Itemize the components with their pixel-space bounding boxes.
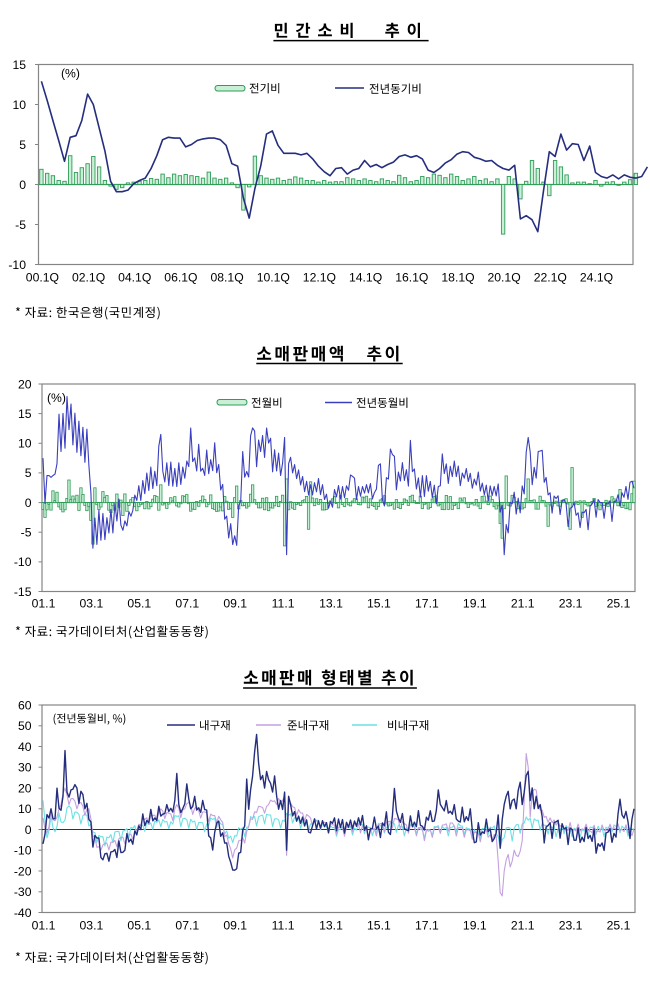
svg-text:25.1: 25.1 bbox=[607, 919, 631, 933]
svg-text:15.1: 15.1 bbox=[367, 919, 391, 933]
svg-text:00.1Q: 00.1Q bbox=[26, 271, 59, 285]
svg-text:04.1Q: 04.1Q bbox=[118, 271, 151, 285]
svg-text:0: 0 bbox=[19, 178, 26, 192]
svg-text:15: 15 bbox=[18, 407, 32, 421]
svg-text:50: 50 bbox=[18, 719, 32, 733]
svg-text:0: 0 bbox=[25, 496, 32, 510]
svg-text:03.1: 03.1 bbox=[80, 919, 104, 933]
svg-text:08.1Q: 08.1Q bbox=[210, 271, 243, 285]
svg-text:20.1Q: 20.1Q bbox=[487, 271, 520, 285]
svg-text:0: 0 bbox=[25, 823, 32, 837]
svg-text:-10: -10 bbox=[14, 555, 32, 569]
svg-text:25.1: 25.1 bbox=[607, 597, 631, 611]
svg-text:-15: -15 bbox=[14, 585, 32, 599]
svg-text:24.1Q: 24.1Q bbox=[580, 271, 613, 285]
svg-text:10.1Q: 10.1Q bbox=[257, 271, 290, 285]
svg-text:-5: -5 bbox=[15, 218, 26, 232]
svg-text:01.1: 01.1 bbox=[32, 597, 56, 611]
svg-text:11.1: 11.1 bbox=[272, 597, 295, 611]
svg-text:22.1Q: 22.1Q bbox=[534, 271, 567, 285]
svg-text:16.1Q: 16.1Q bbox=[395, 271, 428, 285]
svg-text:21.1: 21.1 bbox=[511, 919, 535, 933]
svg-text:15: 15 bbox=[12, 58, 26, 72]
svg-text:13.1: 13.1 bbox=[319, 597, 343, 611]
svg-text:06.1Q: 06.1Q bbox=[164, 271, 197, 285]
svg-text:09.1: 09.1 bbox=[223, 597, 247, 611]
svg-text:-10: -10 bbox=[8, 258, 26, 272]
svg-text:07.1: 07.1 bbox=[175, 597, 199, 611]
svg-text:15.1: 15.1 bbox=[367, 597, 391, 611]
svg-text:02.1Q: 02.1Q bbox=[72, 271, 105, 285]
svg-text:07.1: 07.1 bbox=[175, 919, 199, 933]
svg-text:03.1: 03.1 bbox=[80, 597, 104, 611]
svg-text:19.1: 19.1 bbox=[463, 597, 487, 611]
svg-text:60: 60 bbox=[18, 698, 32, 712]
svg-text:30: 30 bbox=[18, 761, 32, 775]
svg-text:19.1: 19.1 bbox=[463, 919, 487, 933]
svg-text:05.1: 05.1 bbox=[127, 597, 151, 611]
svg-text:01.1: 01.1 bbox=[32, 919, 56, 933]
svg-text:18.1Q: 18.1Q bbox=[441, 271, 474, 285]
svg-text:23.1: 23.1 bbox=[559, 597, 583, 611]
svg-text:17.1: 17.1 bbox=[415, 919, 439, 933]
svg-text:(%): (%) bbox=[61, 67, 80, 81]
svg-text:20: 20 bbox=[18, 377, 32, 391]
svg-text:-20: -20 bbox=[14, 864, 32, 878]
svg-text:11.1: 11.1 bbox=[272, 919, 295, 933]
svg-text:10: 10 bbox=[12, 98, 26, 112]
svg-text:13.1: 13.1 bbox=[319, 919, 343, 933]
svg-text:5: 5 bbox=[25, 466, 32, 480]
svg-text:40: 40 bbox=[18, 740, 32, 754]
svg-text:-5: -5 bbox=[21, 526, 32, 540]
svg-text:10: 10 bbox=[18, 437, 32, 451]
svg-text:5: 5 bbox=[19, 138, 26, 152]
svg-text:20: 20 bbox=[18, 781, 32, 795]
svg-text:(%): (%) bbox=[47, 391, 66, 405]
svg-text:17.1: 17.1 bbox=[415, 597, 439, 611]
svg-text:21.1: 21.1 bbox=[511, 597, 535, 611]
svg-text:-10: -10 bbox=[14, 844, 32, 858]
svg-text:09.1: 09.1 bbox=[223, 919, 247, 933]
svg-text:-40: -40 bbox=[14, 906, 32, 920]
svg-text:23.1: 23.1 bbox=[559, 919, 583, 933]
svg-text:-30: -30 bbox=[14, 885, 32, 899]
svg-text:14.1Q: 14.1Q bbox=[349, 271, 382, 285]
svg-text:12.1Q: 12.1Q bbox=[303, 271, 336, 285]
svg-text:05.1: 05.1 bbox=[127, 919, 151, 933]
svg-text:10: 10 bbox=[18, 802, 32, 816]
